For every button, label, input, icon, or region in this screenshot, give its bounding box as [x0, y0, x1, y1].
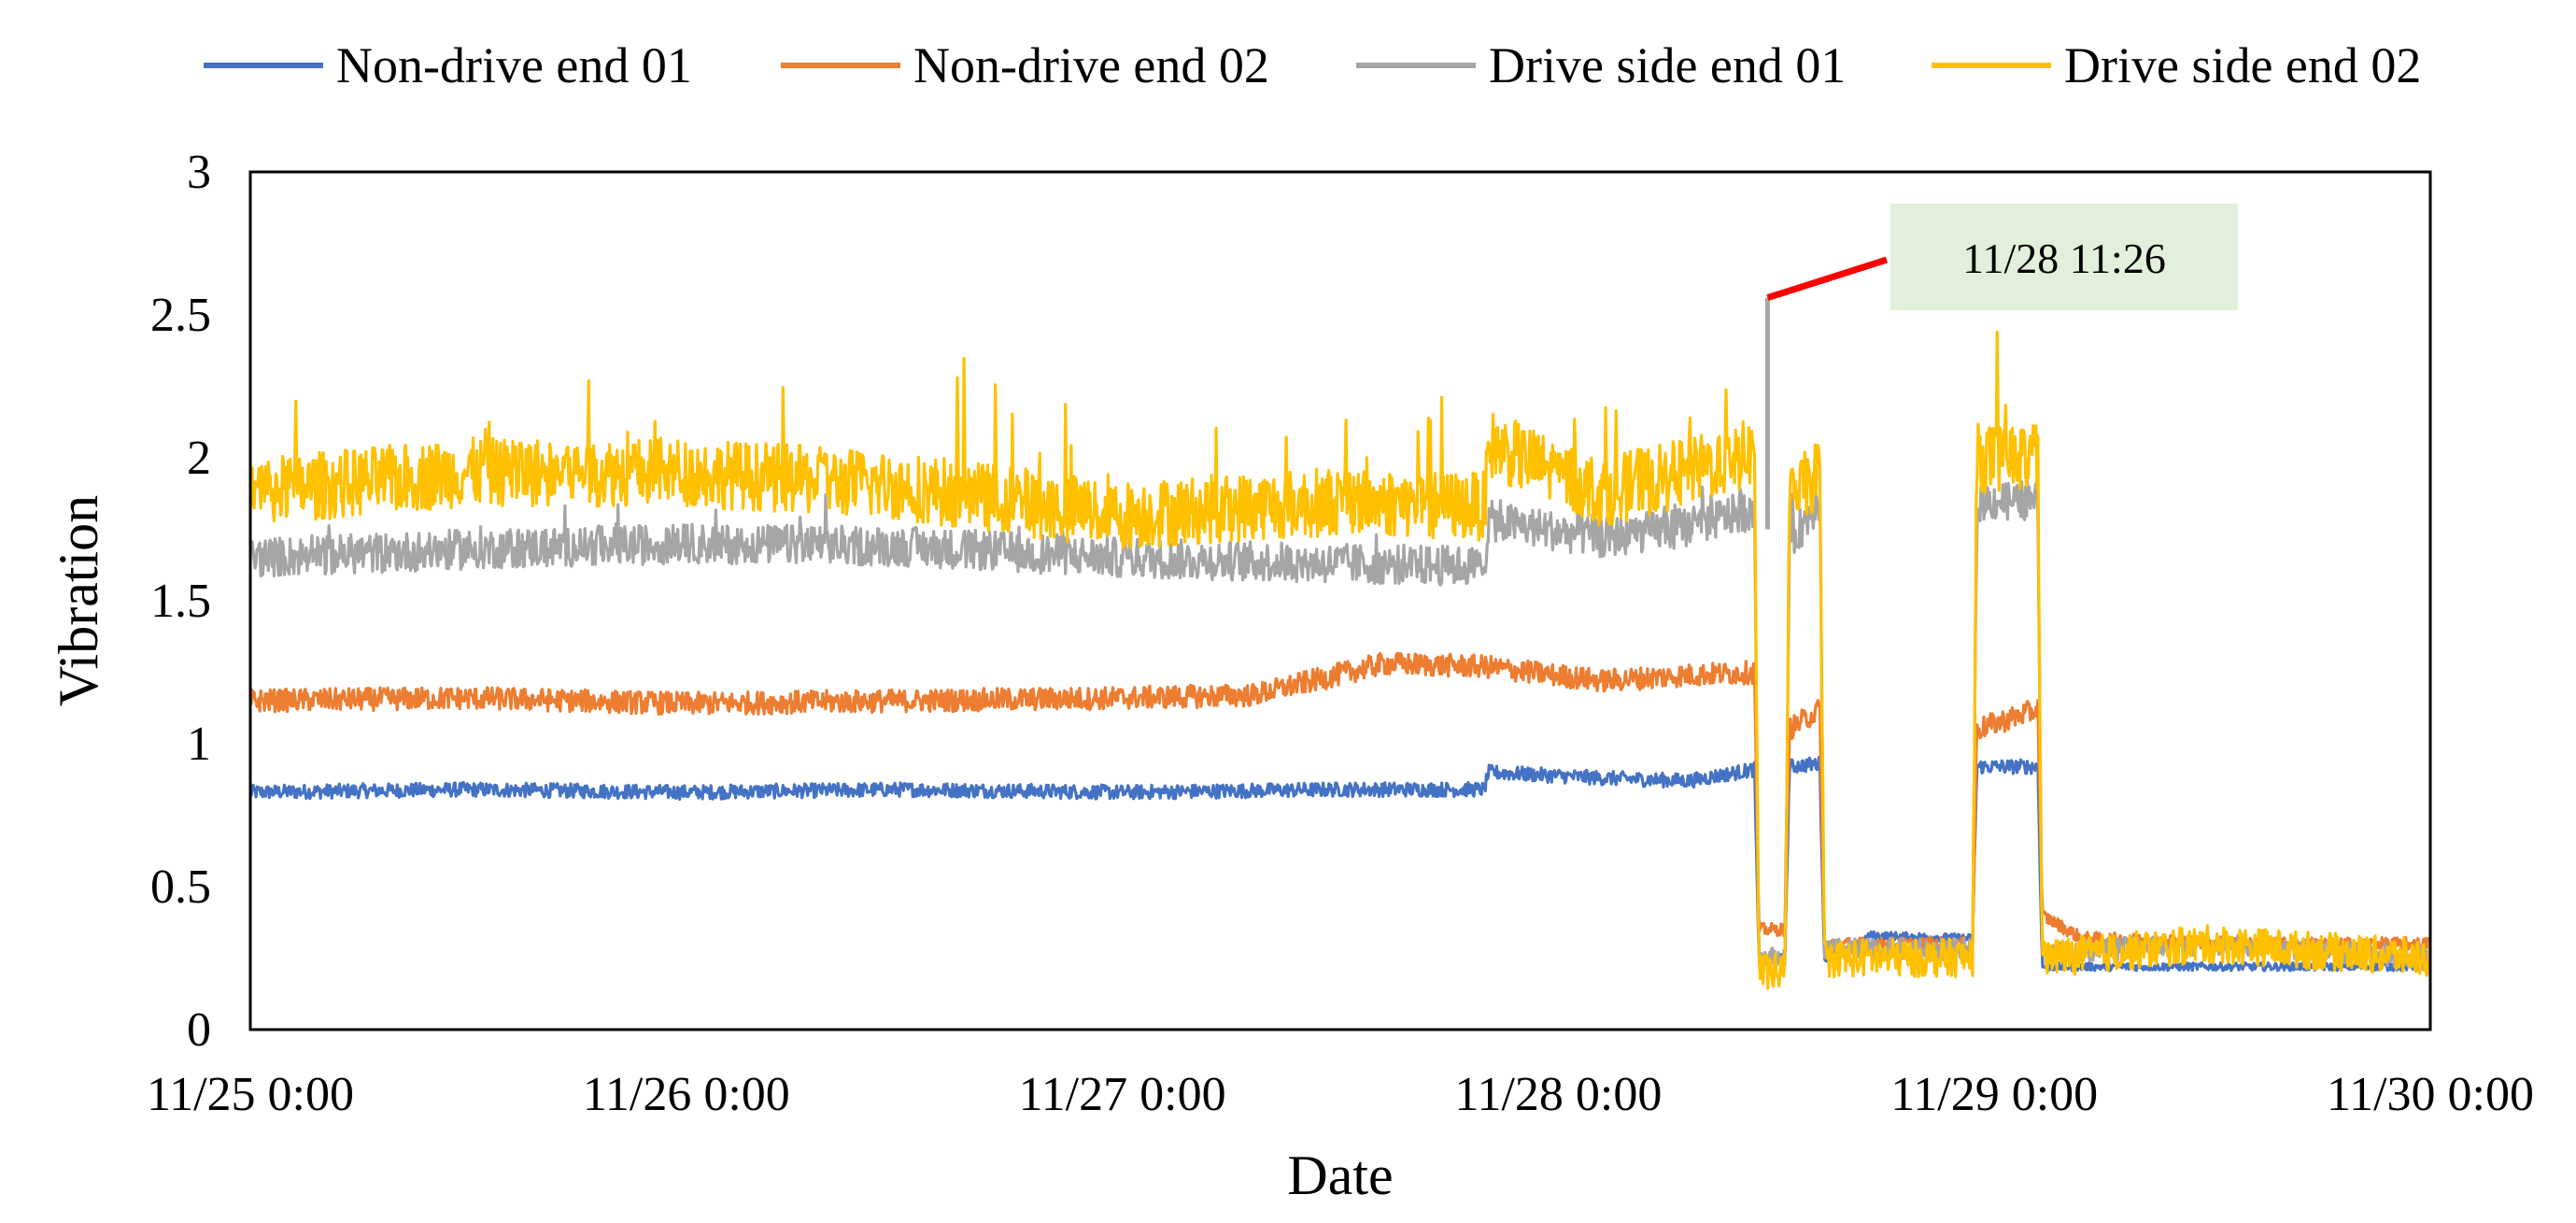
peak-annotation: 11/28 11:26: [1766, 204, 2238, 310]
y-tick-label: 3: [187, 146, 211, 199]
y-tick-label: 2.5: [150, 289, 211, 342]
annotation-box: [1890, 204, 2238, 310]
x-tick-label: 11/26 0:00: [583, 1068, 790, 1121]
series-line: [248, 330, 2432, 990]
plot-frame: [248, 170, 2432, 1031]
x-tick-label: 11/27 0:00: [1019, 1068, 1226, 1121]
y-axis-title: Vibration: [48, 495, 109, 706]
legend-label: Non-drive end 02: [913, 37, 1269, 93]
annotation-text: 11/28 11:26: [1962, 235, 2166, 282]
x-tick-label: 11/29 0:00: [1890, 1068, 2098, 1121]
y-tick-label: 0: [187, 1003, 211, 1057]
y-tick-label: 2: [187, 432, 211, 485]
y-tick-label: 0.5: [150, 860, 211, 914]
series-line: [248, 651, 2432, 952]
legend: Non-drive end 01 Non-drive end 02 Drive si…: [204, 37, 2421, 93]
y-tick-label: 1.5: [150, 575, 211, 628]
legend-label: Drive side end 01: [1489, 37, 1846, 93]
legend-label: Non-drive end 01: [336, 37, 692, 93]
x-axis-title: Date: [1287, 1145, 1393, 1206]
series-line: [248, 756, 2432, 973]
series-line: [249, 479, 2432, 971]
x-axis-ticks: 11/25 0:00 11/26 0:00 11/27 0:00 11/28 0:00…: [147, 1068, 2534, 1121]
annotation-leader-line: [1766, 256, 1889, 301]
series-layer: [248, 297, 2432, 990]
x-tick-label: 11/28 0:00: [1454, 1068, 1662, 1121]
y-tick-label: 1: [187, 718, 211, 771]
x-tick-label: 11/25 0:00: [147, 1068, 354, 1121]
x-tick-label: 11/30 0:00: [2327, 1068, 2534, 1121]
legend-label: Drive side end 02: [2064, 37, 2421, 93]
y-axis-ticks: 0 0.5 1 1.5 2 2.5 3: [150, 146, 211, 1057]
